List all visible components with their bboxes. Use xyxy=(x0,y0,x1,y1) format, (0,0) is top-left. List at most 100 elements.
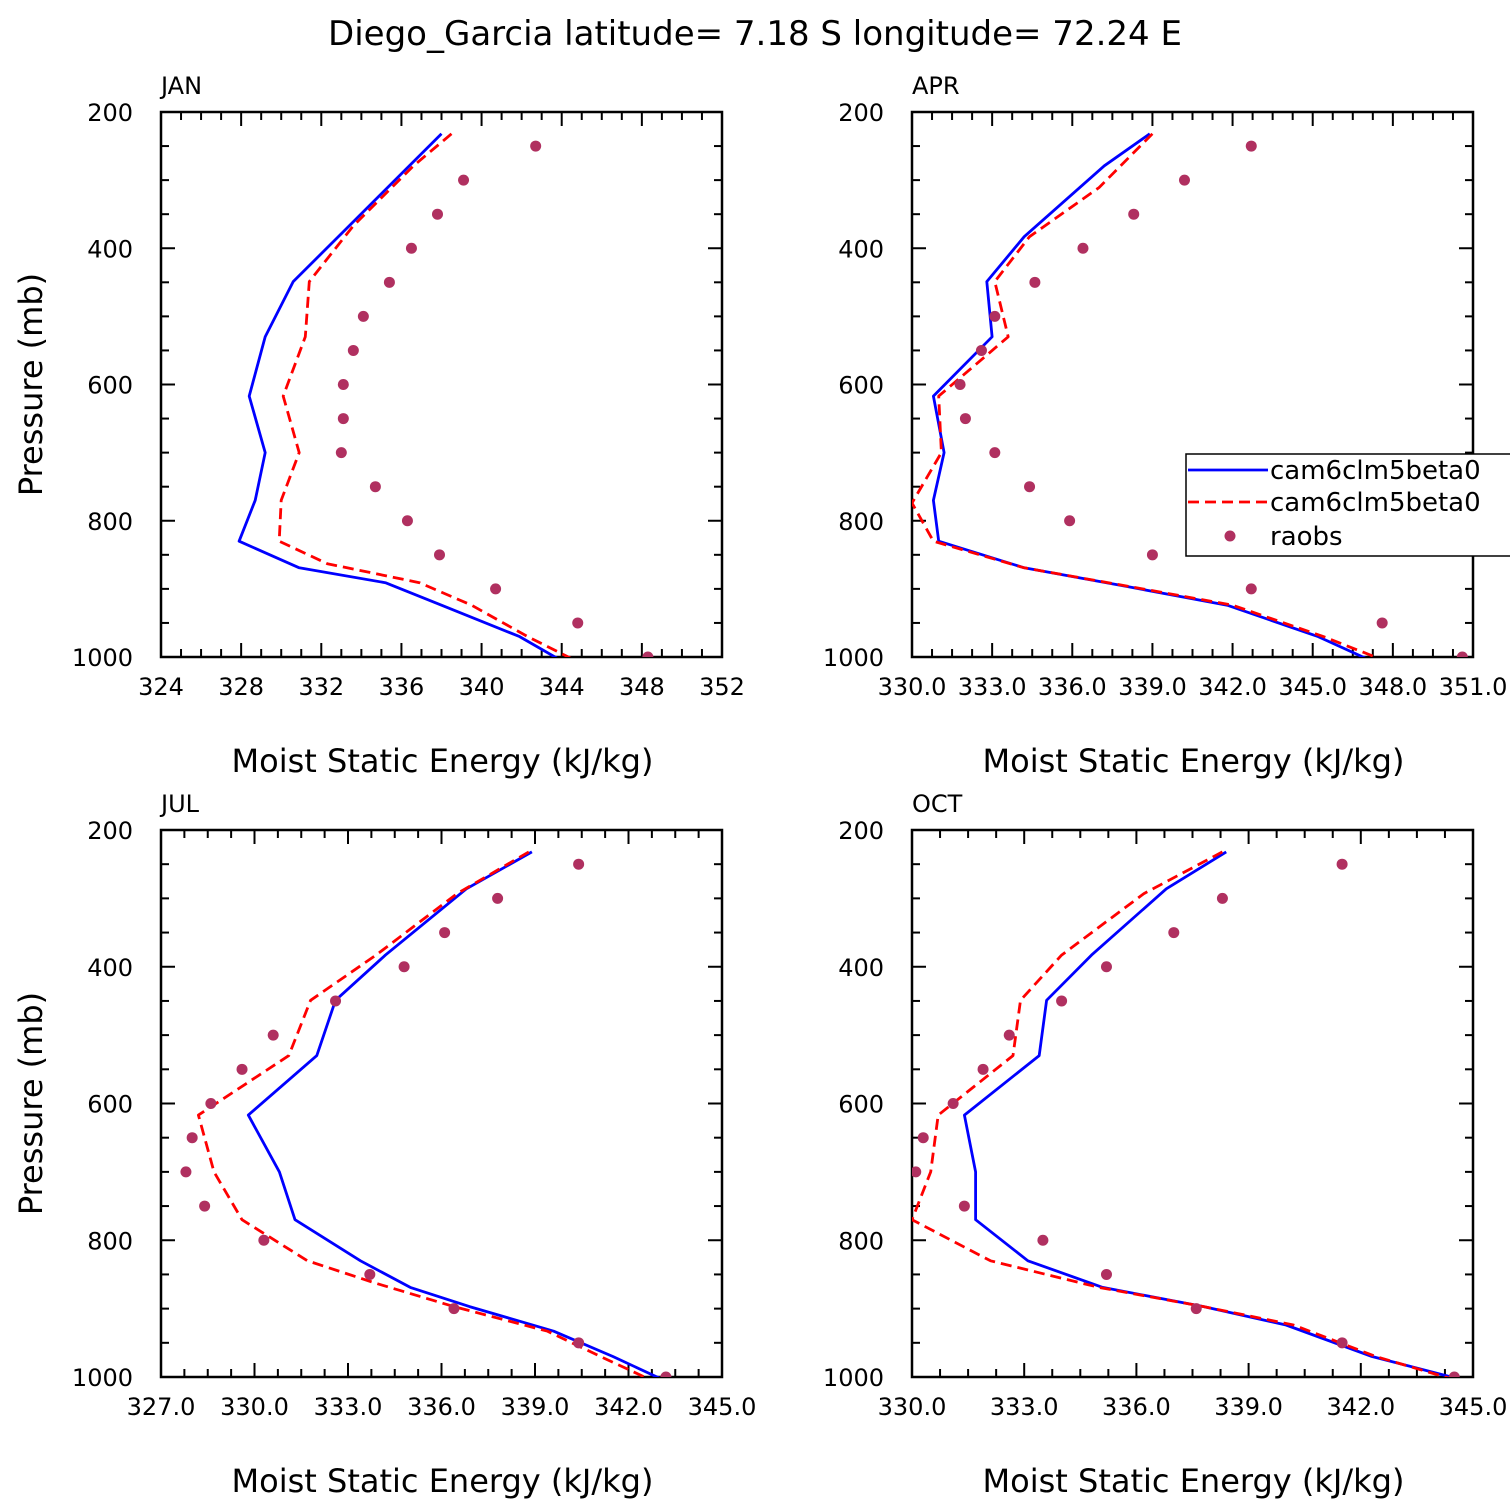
series-line-dashed xyxy=(912,850,1451,1377)
panel-label: OCT xyxy=(912,790,963,818)
raobs-point xyxy=(1100,961,1112,973)
raobs-point xyxy=(917,1132,929,1144)
figure-title: Diego_Garcia latitude= 7.18 S longitude=… xyxy=(328,14,1182,54)
raobs-point xyxy=(205,1098,217,1109)
y-tick-label: 1000 xyxy=(72,644,133,672)
series-line-dashed xyxy=(912,132,1380,657)
raobs-point xyxy=(439,927,451,939)
raobs-point xyxy=(1190,1303,1202,1315)
panel-label: JUL xyxy=(159,790,200,818)
x-tick-label: 342.0 xyxy=(1326,1393,1395,1421)
x-tick-label: 340 xyxy=(459,673,505,701)
y-tick-label: 400 xyxy=(87,235,133,263)
raobs-point xyxy=(660,1371,672,1377)
x-tick-label: 352 xyxy=(699,673,745,701)
raobs-point xyxy=(337,413,349,425)
raobs-point xyxy=(433,549,445,561)
x-tick-label: 330.0 xyxy=(878,673,947,701)
y-tick-label: 200 xyxy=(838,817,884,845)
raobs-point xyxy=(959,413,971,425)
x-tick-label: 333.0 xyxy=(958,673,1027,701)
raobs-point xyxy=(1245,140,1257,152)
data-layer xyxy=(180,850,672,1377)
plot-frame xyxy=(159,828,724,1379)
raobs-point xyxy=(1146,549,1158,561)
y-tick-label: 600 xyxy=(87,372,133,400)
series-line-solid xyxy=(237,132,558,657)
raobs-point xyxy=(1448,1371,1460,1377)
x-tick-label: 328 xyxy=(218,673,264,701)
raobs-point xyxy=(572,617,584,629)
raobs-point xyxy=(383,276,395,288)
x-axis-label: Moist Static Energy (kJ/kg) xyxy=(983,1462,1405,1500)
series-line-solid xyxy=(963,850,1457,1377)
raobs-point xyxy=(398,961,410,973)
raobs-point xyxy=(989,310,1001,322)
x-tick-label: 336.0 xyxy=(407,1393,476,1421)
y-tick-label: 600 xyxy=(838,372,884,400)
x-tick-label: 332 xyxy=(298,673,344,701)
raobs-point xyxy=(989,447,1001,459)
x-tick-label: 342.0 xyxy=(1198,673,1267,701)
panel-label: APR xyxy=(912,72,960,100)
raobs-point xyxy=(1024,481,1036,493)
raobs-point xyxy=(1003,1029,1015,1041)
raobs-point xyxy=(267,1029,279,1041)
raobs-point xyxy=(335,447,347,459)
raobs-point xyxy=(1064,515,1076,527)
raobs-point xyxy=(369,481,381,493)
y-tick-label: 200 xyxy=(838,99,884,127)
raobs-point xyxy=(357,310,369,322)
x-tick-label: 348.0 xyxy=(1358,673,1427,701)
x-tick-label: 330.0 xyxy=(220,1393,289,1421)
series-line-solid xyxy=(932,132,1367,657)
raobs-point xyxy=(180,1166,192,1178)
x-tick-label: 339.0 xyxy=(1214,1393,1283,1421)
x-tick-label: 336.0 xyxy=(1038,673,1107,701)
x-tick-label: 324 xyxy=(138,673,184,701)
raobs-point xyxy=(401,515,413,527)
x-axis-label: Moist Static Energy (kJ/kg) xyxy=(232,742,654,780)
raobs-point xyxy=(186,1132,198,1144)
y-tick-label: 800 xyxy=(838,508,884,536)
x-axis-label: Moist Static Energy (kJ/kg) xyxy=(983,742,1405,780)
data-layer xyxy=(912,850,1460,1377)
y-tick-label: 400 xyxy=(838,954,884,982)
y-tick-label: 600 xyxy=(838,1091,884,1119)
x-tick-label: 344 xyxy=(539,673,585,701)
x-tick-label: 339.0 xyxy=(501,1393,570,1421)
raobs-point xyxy=(1178,174,1190,186)
raobs-point xyxy=(347,344,359,356)
data-layer xyxy=(912,132,1468,657)
y-tick-label: 800 xyxy=(838,1227,884,1255)
raobs-point xyxy=(573,858,585,870)
raobs-point xyxy=(431,208,443,220)
x-tick-label: 333.0 xyxy=(314,1393,383,1421)
raobs-point xyxy=(1056,995,1068,1007)
raobs-point xyxy=(330,995,342,1007)
y-axis-label: Pressure (mb) xyxy=(12,273,50,496)
raobs-point xyxy=(1245,583,1257,595)
raobs-point xyxy=(530,140,542,152)
raobs-point xyxy=(405,242,417,254)
x-tick-label: 345.0 xyxy=(688,1393,757,1421)
x-tick-label: 345.0 xyxy=(1439,1393,1508,1421)
raobs-point xyxy=(1128,208,1140,220)
plot-frame xyxy=(910,828,1475,1379)
series-line-dashed xyxy=(196,850,648,1377)
raobs-point xyxy=(1168,927,1180,939)
raobs-point xyxy=(492,892,504,904)
raobs-point xyxy=(947,1098,959,1109)
panel-label: JAN xyxy=(159,72,202,100)
x-tick-label: 336.0 xyxy=(1102,1393,1171,1421)
x-tick-label: 348 xyxy=(619,673,665,701)
y-axis-label: Pressure (mb) xyxy=(12,992,50,1215)
raobs-point xyxy=(337,379,349,390)
raobs-point xyxy=(236,1063,248,1075)
y-tick-label: 400 xyxy=(838,235,884,263)
